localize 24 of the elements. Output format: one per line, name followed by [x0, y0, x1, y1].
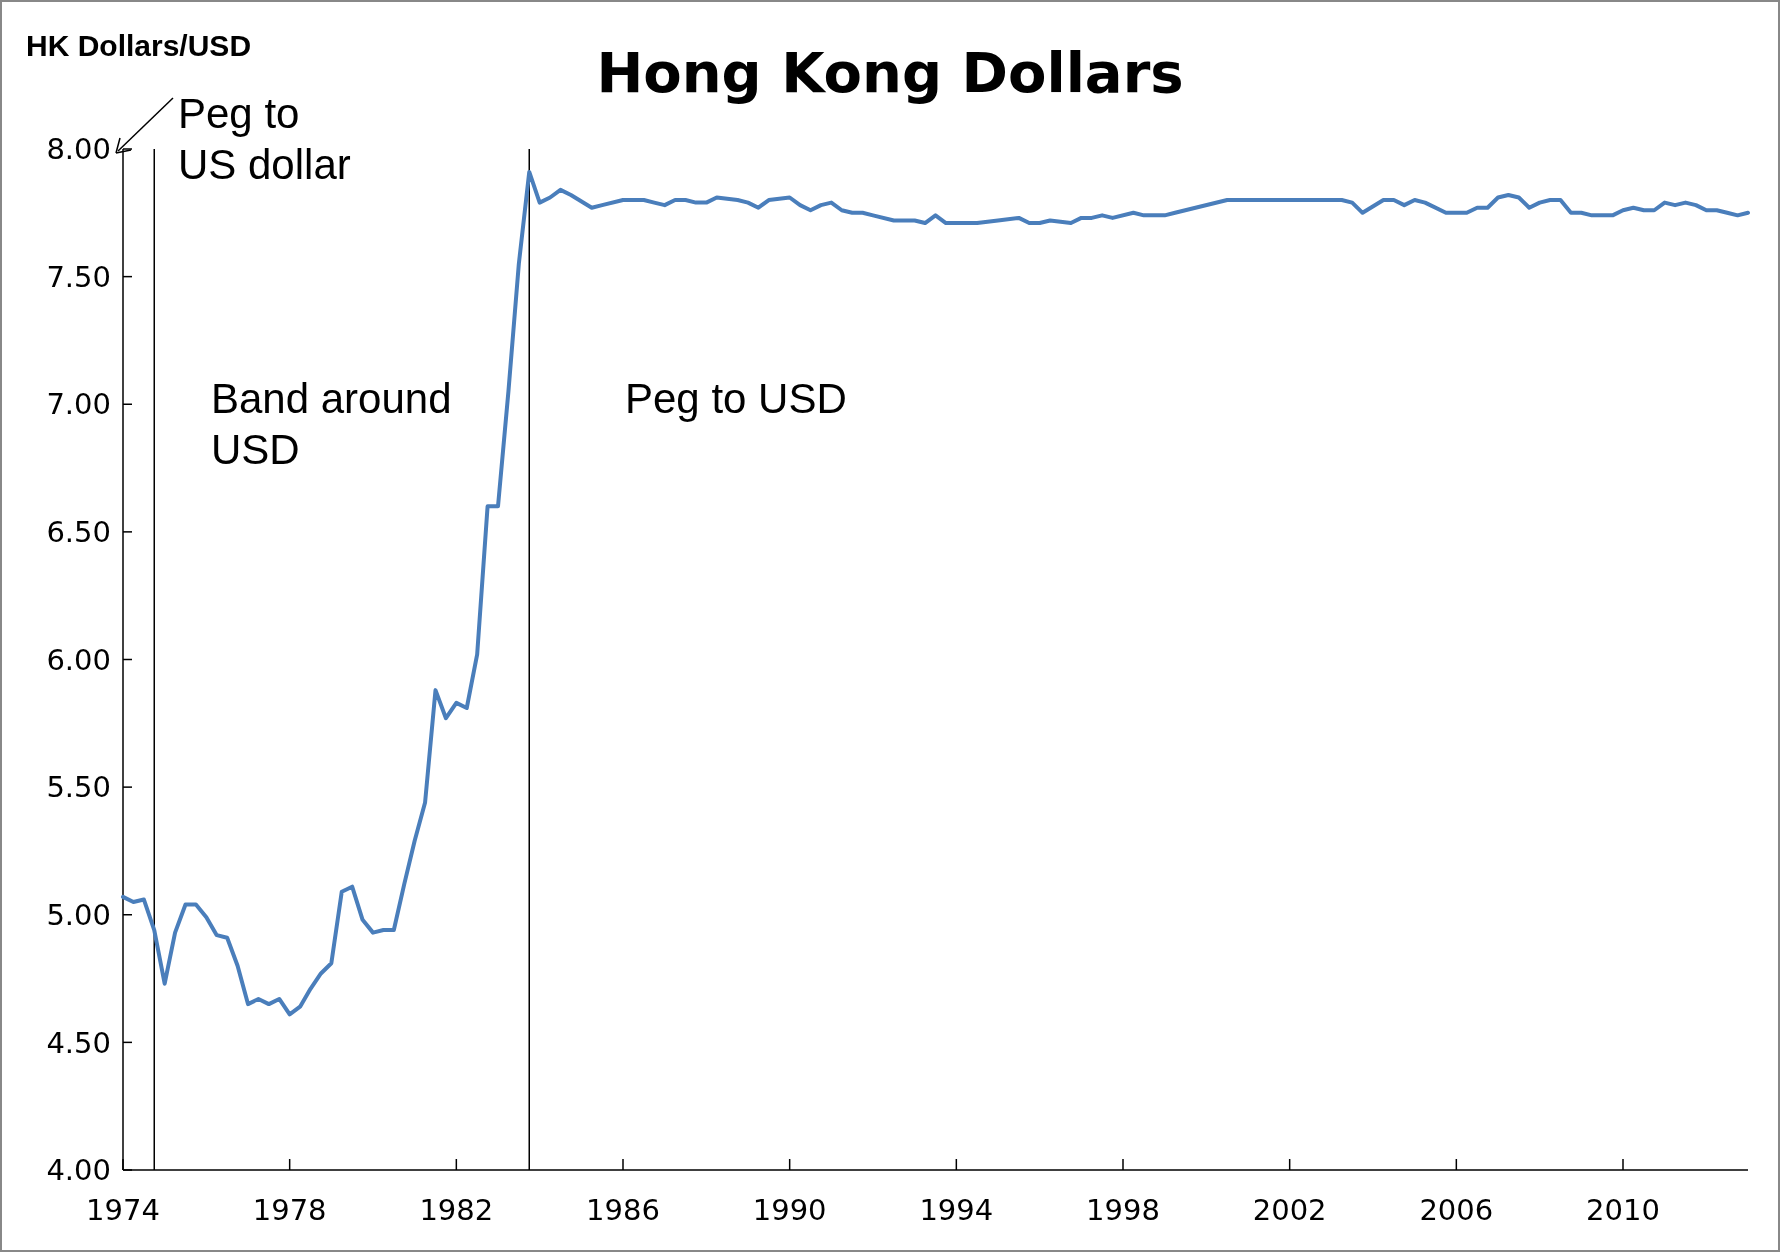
x-tick-label: 1994 — [919, 1193, 994, 1227]
x-tick-label: 2010 — [1586, 1193, 1660, 1227]
x-tick-label: 1986 — [586, 1193, 660, 1227]
x-tick-label: 2002 — [1252, 1193, 1327, 1227]
y-tick-label: 6.00 — [46, 642, 111, 677]
annotation: Peg to USD — [625, 375, 847, 422]
y-axis-title: HK Dollars/USD — [26, 29, 252, 62]
x-tick-label: 1974 — [86, 1193, 160, 1227]
y-tick-label: 4.50 — [46, 1025, 111, 1060]
chart-title: Hong Kong Dollars — [596, 40, 1184, 105]
x-tick-label: 1998 — [1086, 1193, 1160, 1227]
x-tick-label: 1978 — [252, 1193, 327, 1227]
y-tick-label: 4.00 — [46, 1153, 111, 1188]
x-tick-label: 2006 — [1419, 1193, 1494, 1227]
y-tick-label: 5.00 — [46, 897, 111, 932]
x-tick-label: 1990 — [752, 1193, 827, 1227]
y-tick-label: 6.50 — [46, 515, 111, 550]
y-tick-label: 5.50 — [46, 770, 111, 805]
y-tick-label: 7.50 — [46, 259, 111, 294]
y-tick-label: 7.00 — [46, 387, 111, 422]
x-tick-label: 1982 — [419, 1193, 494, 1227]
annotation: Band around USD — [211, 375, 452, 473]
y-tick-label: 8.00 — [46, 132, 111, 167]
annotation: Peg to US dollar — [178, 90, 351, 188]
